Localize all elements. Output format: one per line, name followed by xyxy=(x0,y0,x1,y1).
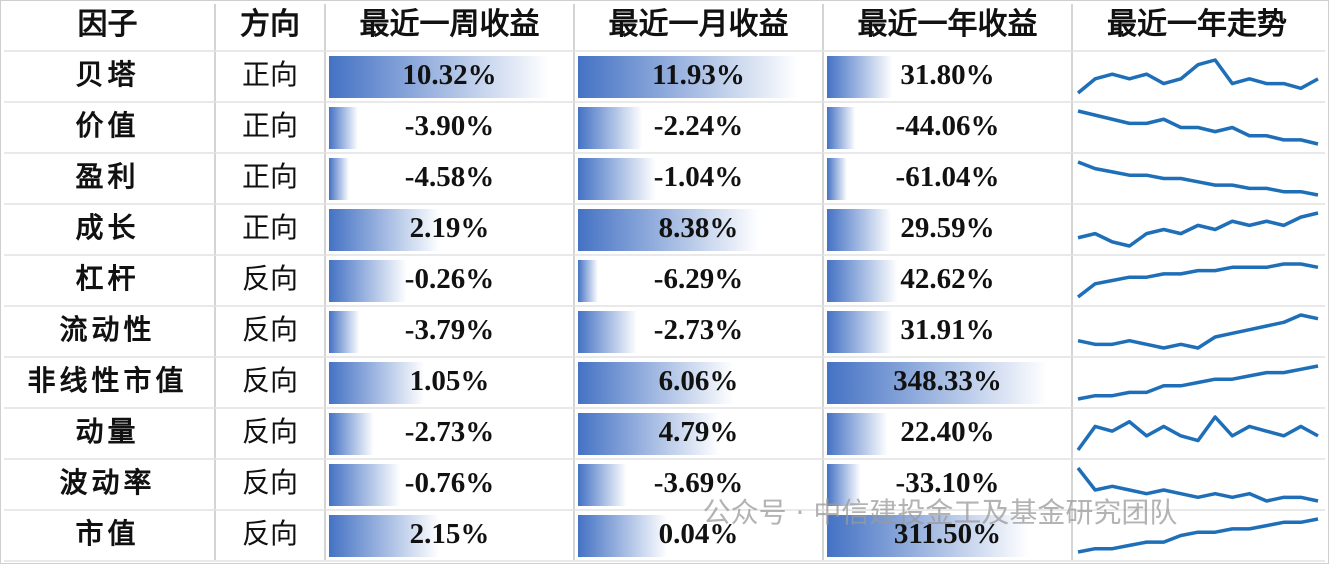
data-bar xyxy=(578,107,643,149)
return-cell: -3.90% xyxy=(405,110,494,142)
data-bar xyxy=(827,260,898,302)
sparkline xyxy=(1076,415,1319,452)
direction-cell: 正向 xyxy=(242,110,298,142)
direction-cell: 正向 xyxy=(242,212,298,244)
data-bar xyxy=(827,56,893,98)
factor-cell: 波动率 xyxy=(59,466,155,499)
return-cell: -2.73% xyxy=(654,314,743,346)
return-cell: 348.33% xyxy=(893,365,1002,397)
header-cell: 因子 xyxy=(78,8,138,41)
data-bar xyxy=(329,413,374,455)
header-cell: 最近一年收益 xyxy=(858,8,1038,41)
sparkline xyxy=(1077,517,1319,554)
data-bar xyxy=(827,413,888,455)
sparkline xyxy=(1077,211,1319,248)
factor-cell: 杠杆 xyxy=(75,263,139,295)
return-cell: -3.79% xyxy=(405,314,494,346)
sparkline xyxy=(1077,109,1319,146)
data-bar xyxy=(578,209,760,251)
data-bar xyxy=(329,311,360,353)
return-cell: -2.73% xyxy=(405,416,494,448)
return-cell: 31.80% xyxy=(900,59,994,91)
data-bar xyxy=(329,209,440,251)
return-cell: -3.69% xyxy=(654,467,743,499)
return-cell: -4.58% xyxy=(405,161,494,193)
return-cell: 0.04% xyxy=(659,518,739,550)
data-bar xyxy=(578,413,720,455)
return-cell: 22.40% xyxy=(900,416,994,448)
factor-cell: 非线性市值 xyxy=(27,364,187,397)
direction-cell: 正向 xyxy=(242,59,298,91)
data-bar xyxy=(578,56,798,98)
header-cell: 最近一年走势 xyxy=(1107,8,1287,41)
sparkline xyxy=(1076,466,1319,503)
return-cell: 29.59% xyxy=(900,212,994,244)
direction-cell: 反向 xyxy=(242,518,298,550)
direction-cell: 反向 xyxy=(242,365,298,397)
data-bar xyxy=(329,56,549,98)
factor-cell: 市值 xyxy=(75,517,139,550)
return-cell: 11.93% xyxy=(652,59,745,91)
factor-cell: 成长 xyxy=(75,212,139,244)
return-cell: 42.62% xyxy=(900,263,994,295)
sparkline xyxy=(1077,313,1319,350)
data-bar xyxy=(329,515,440,557)
direction-cell: 反向 xyxy=(242,416,298,448)
return-cell: -0.76% xyxy=(405,467,494,499)
data-bar xyxy=(578,515,668,557)
return-cell: -2.24% xyxy=(654,110,743,142)
data-bar xyxy=(578,311,638,353)
watermark: 公众号 · 中信建投金工及基金研究团队 xyxy=(703,496,1178,529)
factor-cell: 价值 xyxy=(75,110,139,142)
data-bar xyxy=(578,158,656,200)
sparkline xyxy=(1076,262,1319,299)
return-cell: 311.50% xyxy=(894,518,1001,550)
direction-cell: 反向 xyxy=(242,467,298,499)
factor-cell: 流动性 xyxy=(59,314,155,346)
return-cell: 2.15% xyxy=(410,518,490,550)
sparkline xyxy=(1077,364,1319,401)
data-bar xyxy=(329,362,425,404)
header-cell: 方向 xyxy=(240,7,300,41)
data-bar xyxy=(578,464,627,506)
data-bar xyxy=(827,464,861,506)
sparkline xyxy=(1077,160,1319,197)
data-bar xyxy=(827,515,1030,557)
direction-cell: 正向 xyxy=(242,161,298,193)
return-cell: 2.19% xyxy=(410,212,490,244)
data-bar xyxy=(329,464,401,506)
return-cell: 8.38% xyxy=(659,212,739,244)
return-cell: -33.10% xyxy=(896,467,1000,499)
direction-cell: 反向 xyxy=(242,314,298,346)
return-cell: -1.04% xyxy=(654,161,743,193)
factor-cell: 贝塔 xyxy=(75,59,139,91)
factor-cell: 动量 xyxy=(75,416,139,448)
return-cell: 6.06% xyxy=(659,365,739,397)
return-cell: 1.05% xyxy=(410,365,490,397)
return-cell: 31.91% xyxy=(900,314,994,346)
data-bar xyxy=(329,158,349,200)
return-cell: -44.06% xyxy=(896,110,1000,142)
direction-cell: 反向 xyxy=(242,263,298,295)
return-cell: -6.29% xyxy=(654,263,743,295)
data-bar xyxy=(827,158,847,200)
return-cell: -61.04% xyxy=(896,161,1000,193)
data-bar xyxy=(578,260,598,302)
header-cell: 最近一周收益 xyxy=(360,8,540,41)
data-bar xyxy=(827,311,893,353)
header-cell: 最近一月收益 xyxy=(609,8,789,41)
data-bar xyxy=(827,362,1047,404)
return-cell: 4.79% xyxy=(659,416,739,448)
factor-cell: 盈利 xyxy=(75,161,139,193)
data-bar xyxy=(827,209,892,251)
return-cell: -0.26% xyxy=(405,263,494,295)
sparkline xyxy=(1076,58,1319,95)
data-bar xyxy=(329,107,359,149)
data-bar xyxy=(329,260,407,302)
return-cell: 10.32% xyxy=(402,59,496,91)
data-bar xyxy=(827,107,856,149)
data-bar xyxy=(578,362,734,404)
